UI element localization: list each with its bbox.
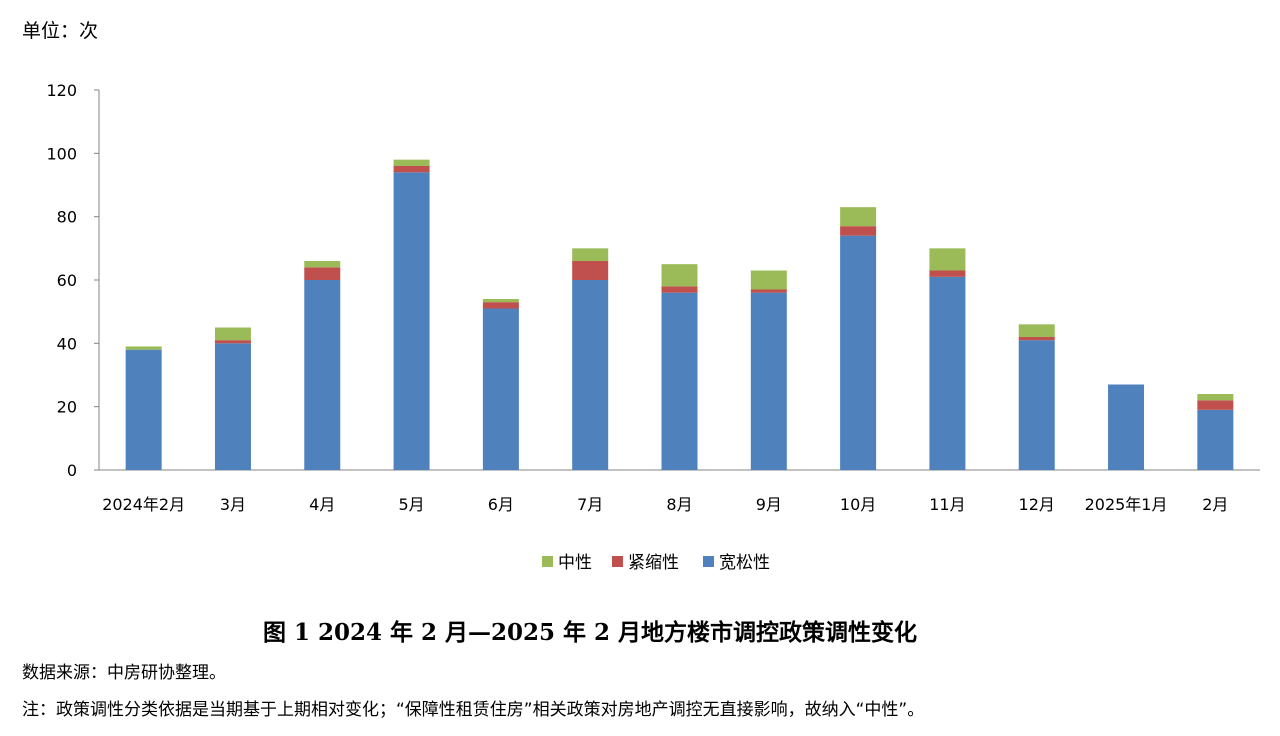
y-tick-label: 60	[57, 271, 77, 290]
y-tick-label: 40	[57, 334, 77, 353]
bar-segment-紧缩性	[750, 289, 787, 293]
x-tick-label: 3月	[220, 495, 246, 514]
legend-label: 紧缩性	[628, 553, 679, 573]
bar-segment-紧缩性	[1197, 400, 1234, 410]
y-tick-label: 100	[46, 144, 77, 163]
bar-segment-中性	[750, 270, 787, 290]
legend-swatch	[542, 556, 553, 567]
stacked-bar-chart: 0 20 40 60 80 100 120 2024年2月 3月 4月 5月 6月 7月 8月 9月 10月…	[46, 81, 1260, 573]
x-tick-label: 4月	[309, 495, 335, 514]
x-axis: 2024年2月 3月 4月 5月 6月 7月 8月 9月 10月 11月 12月 2025年1月 2月	[99, 469, 1260, 514]
bar-segment-宽松性	[661, 292, 698, 470]
bar-segment-中性	[1197, 394, 1234, 401]
y-axis: 0 20 40 60 80 100 120	[46, 81, 100, 480]
bar-segment-紧缩性	[929, 270, 966, 277]
figure-caption: 图 1 2024 年 2 月—2025 年 2 月地方楼市调控政策调性变化	[262, 619, 918, 646]
bar-segment-紧缩性	[1018, 337, 1055, 341]
bars	[125, 159, 1234, 471]
bar-segment-紧缩性	[840, 226, 877, 236]
y-tick-label: 0	[67, 461, 77, 480]
x-tick-label: 8月	[666, 495, 692, 514]
x-tick-label: 5月	[398, 495, 424, 514]
legend-swatch	[703, 556, 714, 567]
bar-segment-宽松性	[1197, 409, 1234, 470]
bar-segment-中性	[304, 261, 341, 268]
legend-label: 宽松性	[719, 553, 770, 573]
x-tick-label: 10月	[840, 495, 876, 514]
unit-label: 单位：次	[22, 20, 99, 42]
bar-segment-紧缩性	[393, 166, 430, 173]
y-tick-label: 120	[46, 81, 77, 100]
footnote: 注：政策调性分类依据是当期基于上期相对变化；“保障性租赁住房”相关政策对房地产调…	[22, 700, 925, 720]
x-tick-label: 2025年1月	[1085, 495, 1168, 514]
bar-segment-宽松性	[482, 308, 519, 470]
bar-segment-中性	[214, 327, 251, 341]
bar-segment-宽松性	[840, 235, 877, 470]
bar-segment-中性	[572, 248, 609, 261]
bar-segment-宽松性	[304, 280, 341, 470]
x-tick-label: 6月	[488, 495, 514, 514]
bar-segment-中性	[661, 264, 698, 287]
x-tick-label: 12月	[1019, 495, 1055, 514]
y-tick-label: 80	[57, 208, 77, 227]
bar-segment-中性	[125, 346, 162, 350]
bar-segment-宽松性	[750, 292, 787, 470]
x-tick-label: 11月	[929, 495, 965, 514]
bar-segment-紧缩性	[214, 340, 251, 344]
bar-segment-紧缩性	[661, 286, 698, 293]
x-tick-label: 2月	[1202, 495, 1228, 514]
x-tick-label: 9月	[756, 495, 782, 514]
y-tick-label: 20	[57, 398, 77, 417]
bar-segment-中性	[1018, 324, 1055, 337]
bar-segment-宽松性	[1108, 384, 1145, 470]
bar-segment-宽松性	[572, 280, 609, 470]
bar-segment-中性	[393, 159, 430, 166]
legend-label: 中性	[558, 553, 592, 573]
bar-segment-宽松性	[929, 276, 966, 470]
bar-segment-宽松性	[393, 172, 430, 471]
bar-segment-中性	[840, 207, 877, 227]
legend-swatch	[612, 556, 623, 567]
bar-segment-中性	[482, 299, 519, 303]
legend: 中性 紧缩性 宽松性	[542, 553, 770, 573]
x-tick-label: 7月	[577, 495, 603, 514]
bar-segment-宽松性	[214, 343, 251, 470]
bar-segment-紧缩性	[482, 302, 519, 309]
bar-segment-中性	[929, 248, 966, 271]
x-tick-label: 2024年2月	[102, 495, 185, 514]
bar-segment-宽松性	[1018, 340, 1055, 470]
bar-segment-宽松性	[125, 349, 162, 470]
bar-segment-紧缩性	[572, 261, 609, 280]
bar-segment-紧缩性	[304, 267, 341, 280]
data-source: 数据来源：中房研协整理。	[22, 663, 226, 683]
